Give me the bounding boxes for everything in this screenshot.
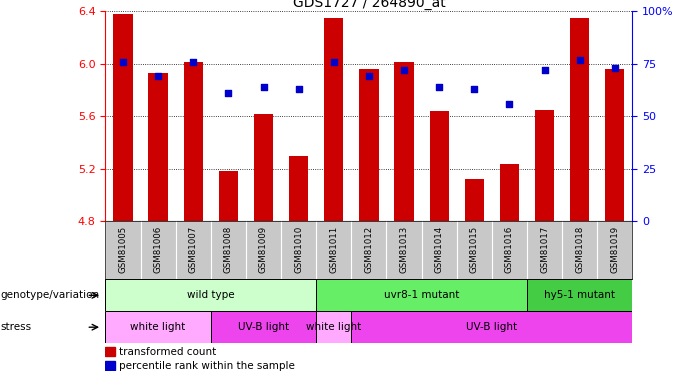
Text: white light: white light [306, 322, 361, 332]
Point [223, 90, 234, 96]
Text: GSM81011: GSM81011 [329, 226, 338, 273]
Bar [464, 179, 484, 221]
Text: GSM81019: GSM81019 [611, 226, 619, 273]
Text: hy5-1 mutant: hy5-1 mutant [544, 290, 615, 300]
Bar [184, 63, 203, 221]
Text: GSM81015: GSM81015 [470, 226, 479, 273]
Text: UV-B light: UV-B light [238, 322, 289, 332]
Point [293, 86, 304, 92]
Text: transformed count: transformed count [118, 346, 216, 357]
Bar [105, 279, 316, 311]
Bar [352, 311, 632, 343]
Bar [316, 279, 527, 311]
Text: GSM81018: GSM81018 [575, 226, 584, 273]
Point [152, 74, 163, 80]
Text: GSM81016: GSM81016 [505, 226, 514, 273]
Bar [430, 111, 449, 221]
Bar [211, 311, 316, 343]
Point [504, 100, 515, 106]
Bar [254, 114, 273, 221]
Text: GSM81007: GSM81007 [189, 226, 198, 273]
Title: GDS1727 / 264890_at: GDS1727 / 264890_at [292, 0, 445, 10]
Text: white light: white light [131, 322, 186, 332]
Text: GSM81008: GSM81008 [224, 226, 233, 273]
Text: stress: stress [0, 322, 31, 332]
Bar [394, 63, 413, 221]
Bar [105, 362, 115, 370]
Point [609, 65, 620, 71]
Text: GSM81013: GSM81013 [400, 226, 409, 273]
Text: UV-B light: UV-B light [466, 322, 517, 332]
Bar [105, 347, 115, 356]
Text: GSM81009: GSM81009 [259, 226, 268, 273]
Point [258, 84, 269, 90]
Bar [359, 69, 379, 221]
Text: percentile rank within the sample: percentile rank within the sample [118, 361, 294, 370]
Point [363, 74, 374, 80]
Bar [148, 73, 168, 221]
Bar [500, 164, 519, 221]
Bar [105, 311, 211, 343]
Bar [114, 14, 133, 221]
Text: wild type: wild type [187, 290, 235, 300]
Point [574, 57, 585, 63]
Point [434, 84, 445, 90]
Text: GSM81010: GSM81010 [294, 226, 303, 273]
Point [188, 58, 199, 64]
Bar [570, 18, 590, 221]
Point [539, 67, 550, 73]
Text: GSM81014: GSM81014 [435, 226, 443, 273]
Text: GSM81012: GSM81012 [364, 226, 373, 273]
Text: GSM81017: GSM81017 [540, 226, 549, 273]
Text: GSM81005: GSM81005 [118, 226, 127, 273]
Point [469, 86, 479, 92]
Bar [316, 311, 352, 343]
Text: genotype/variation: genotype/variation [0, 290, 99, 300]
Point [118, 58, 129, 64]
Text: uvr8-1 mutant: uvr8-1 mutant [384, 290, 459, 300]
Bar [324, 18, 343, 221]
Text: GSM81006: GSM81006 [154, 226, 163, 273]
Bar [527, 279, 632, 311]
Bar [605, 69, 624, 221]
Bar [289, 156, 308, 221]
Point [328, 58, 339, 64]
Point [398, 67, 409, 73]
Bar [535, 110, 554, 221]
Bar [219, 171, 238, 221]
